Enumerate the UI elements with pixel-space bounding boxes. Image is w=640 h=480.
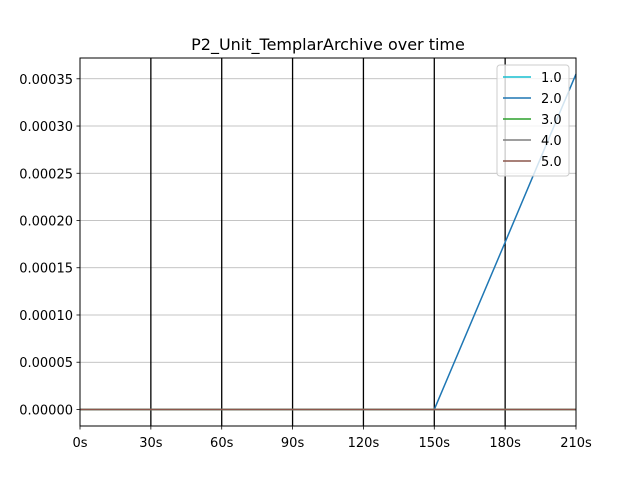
- series-lines: [80, 73, 577, 411]
- y-tick-label: 0.00030: [19, 120, 73, 135]
- x-tick-label: 120s: [348, 436, 380, 451]
- legend-label: 4.0: [541, 134, 562, 149]
- legend-label: 5.0: [541, 155, 562, 170]
- x-tick-label: 0s: [72, 436, 87, 451]
- legend-label: 2.0: [541, 92, 562, 107]
- y-tick-label: 0.00020: [19, 215, 73, 230]
- y-tick-label: 0.00010: [19, 309, 73, 324]
- plot-frame: [79, 57, 577, 427]
- y-tick-label: 0.00015: [19, 262, 73, 277]
- x-axis-ticks: 0s 30s 60s 90s 120s 150s 180s 210s: [72, 426, 592, 451]
- legend: 1.0 2.0 3.0 4.0 5.0: [496, 64, 570, 177]
- x-tick-label: 60s: [210, 436, 234, 451]
- y-tick-label: 0.00000: [19, 403, 73, 418]
- x-tick-label: 150s: [418, 436, 450, 451]
- legend-label: 1.0: [541, 71, 562, 86]
- legend-label: 3.0: [541, 113, 562, 128]
- legend-box: [496, 64, 570, 177]
- y-tick-label: 0.00025: [19, 167, 73, 182]
- x-tick-label: 90s: [281, 436, 305, 451]
- y-tick-label: 0.00035: [19, 73, 73, 88]
- y-tick-label: 0.00005: [19, 356, 73, 371]
- x-tick-label: 180s: [489, 436, 521, 451]
- x-tick-label: 30s: [139, 436, 163, 451]
- x-tick-label: 210s: [560, 436, 592, 451]
- y-axis-ticks: 0.00000 0.00005 0.00010 0.00015 0.00020 0.000…: [19, 73, 80, 418]
- chart-title: P2_Unit_TemplarArchive over time: [191, 35, 465, 55]
